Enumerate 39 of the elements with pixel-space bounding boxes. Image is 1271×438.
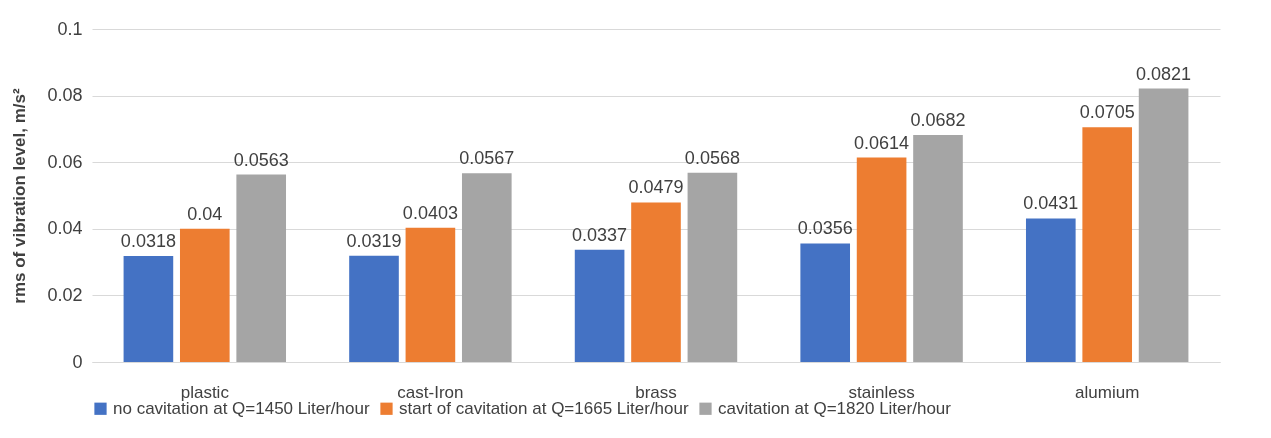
y-tick-label: 0 [72,351,83,372]
data-label: 0.0705 [1079,102,1135,123]
data-label: 0.0337 [572,224,628,245]
y-tick-label: 0.04 [47,218,83,239]
data-label: 0.0318 [120,231,176,252]
bar [123,256,174,362]
bar [574,249,625,362]
y-tick-label: 0.08 [47,85,83,106]
x-tick-label: plastic [180,382,230,402]
data-label: 0.0431 [1023,193,1079,214]
data-label: 0.0821 [1136,63,1192,84]
bar [913,134,963,362]
data-label: 0.0403 [402,202,458,223]
bar [1138,88,1189,362]
y-tick-label: 0.02 [47,284,83,305]
data-label: 0.0563 [233,149,289,170]
bar [687,172,738,362]
bar [631,202,681,362]
data-label: 0.0614 [854,132,910,153]
bar [1025,218,1076,362]
bar [461,173,512,362]
data-label: 0.0479 [628,177,684,198]
data-label: 0.0319 [346,230,402,251]
data-label: 0.0682 [910,109,966,130]
bar [179,228,230,362]
data-label: 0.0356 [797,218,853,239]
bar [236,174,287,362]
bar [349,255,399,362]
bar [405,227,456,362]
data-label: 0.0567 [459,148,515,169]
y-axis-title: rms of vibration level, m/s² [10,87,30,304]
bar [856,157,907,362]
bar [800,243,851,362]
data-label: 0.0568 [684,147,740,168]
y-tick-label: 0.06 [47,151,83,172]
y-tick-label: 0.1 [57,18,83,39]
x-tick-label: alumium [1075,382,1140,402]
data-label: 0.04 [187,203,223,224]
bar [1082,127,1133,362]
